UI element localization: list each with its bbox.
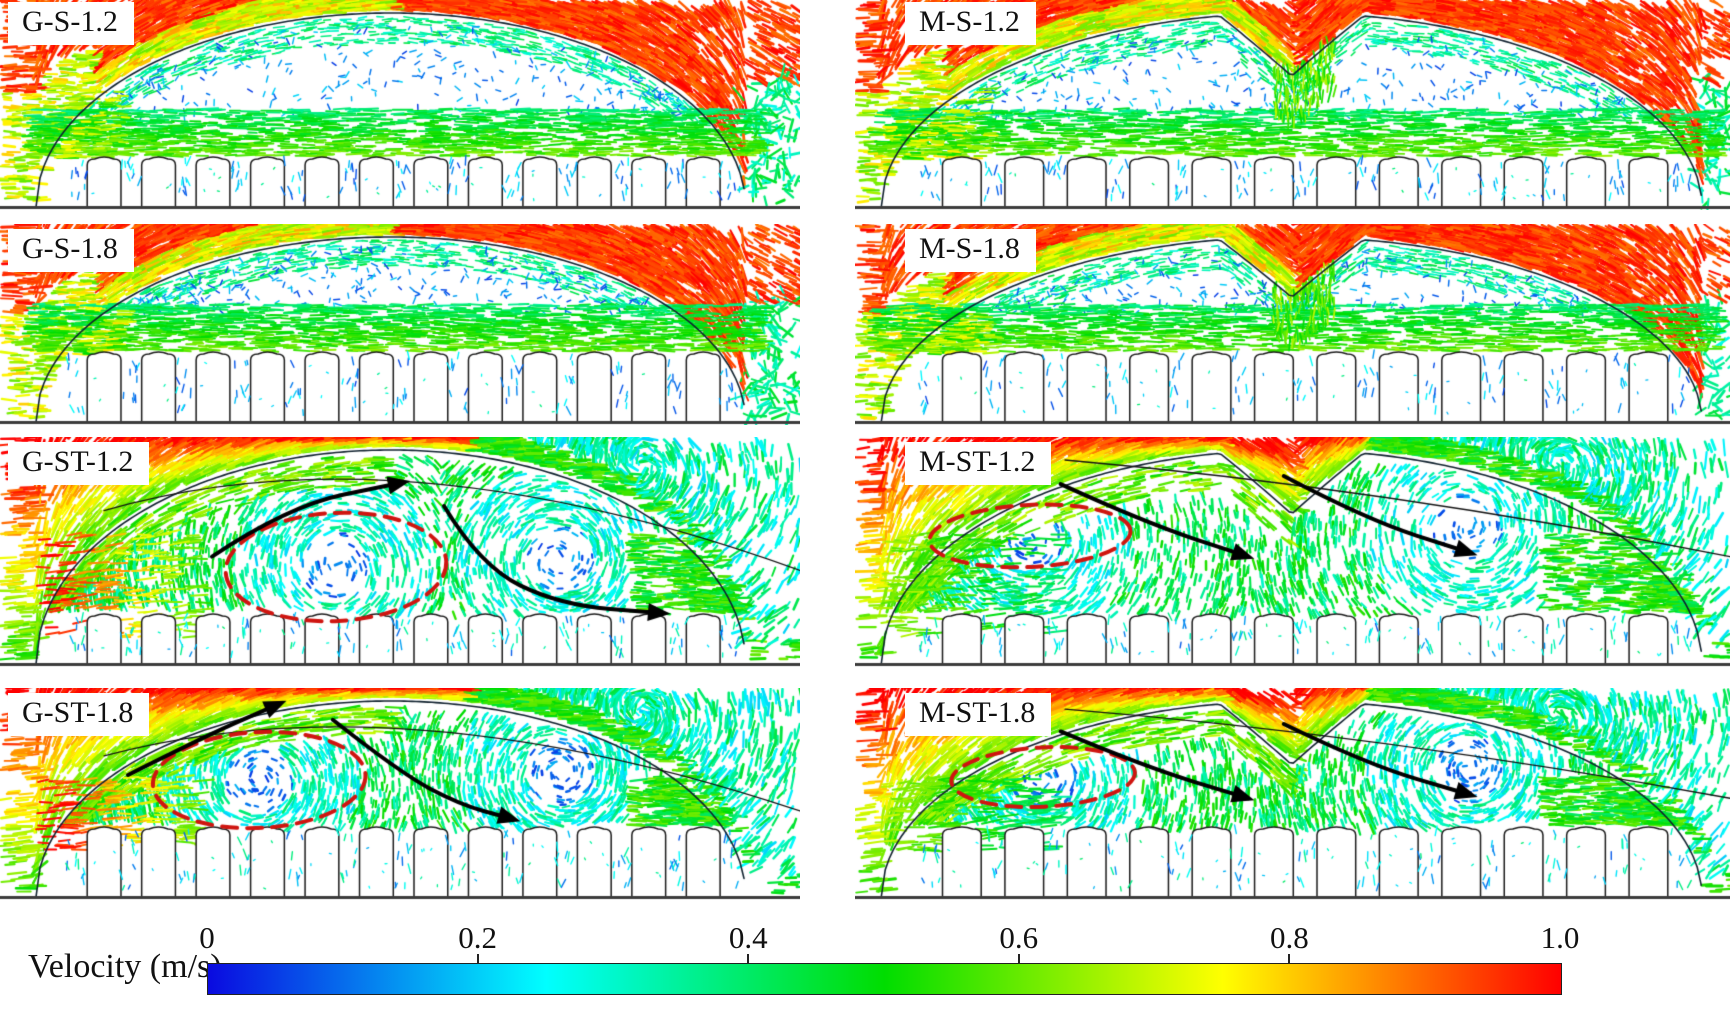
panel-label-M-S-1.8: M-S-1.8: [905, 229, 1036, 272]
colorbar-tick-mark-0.6: [1017, 954, 1020, 963]
panel-label-G-ST-1.2: G-ST-1.2: [8, 442, 150, 485]
colorbar-tick-label-0.8: 0.8: [1270, 920, 1309, 955]
colorbar-tick-label-1.0: 1.0: [1540, 920, 1580, 955]
colorbar-tick-mark-0.8: [1288, 954, 1291, 963]
panel-label-M-S-1.2: M-S-1.2: [905, 2, 1036, 45]
panel-label-M-ST-1.8: M-ST-1.8: [905, 693, 1052, 736]
colorbar-tick-label-0.4: 0.4: [728, 920, 768, 955]
colorbar-title: Velocity (m/s): [28, 948, 222, 985]
colorbar-tick-label-0.2: 0.2: [458, 920, 497, 955]
colorbar-tick-mark-0.4: [747, 954, 750, 963]
colorbar-gradient: [207, 963, 1562, 995]
colorbar-tick-label-0.6: 0.6: [999, 920, 1039, 955]
colorbar-tick-mark-0.2: [476, 954, 479, 963]
colorbar-tick-label-0: 0: [199, 920, 215, 955]
panel-label-G-S-1.8: G-S-1.8: [8, 229, 134, 272]
panel-label-G-ST-1.8: G-ST-1.8: [8, 693, 150, 736]
panel-label-G-S-1.2: G-S-1.2: [8, 2, 134, 45]
panel-label-M-ST-1.2: M-ST-1.2: [905, 442, 1052, 485]
